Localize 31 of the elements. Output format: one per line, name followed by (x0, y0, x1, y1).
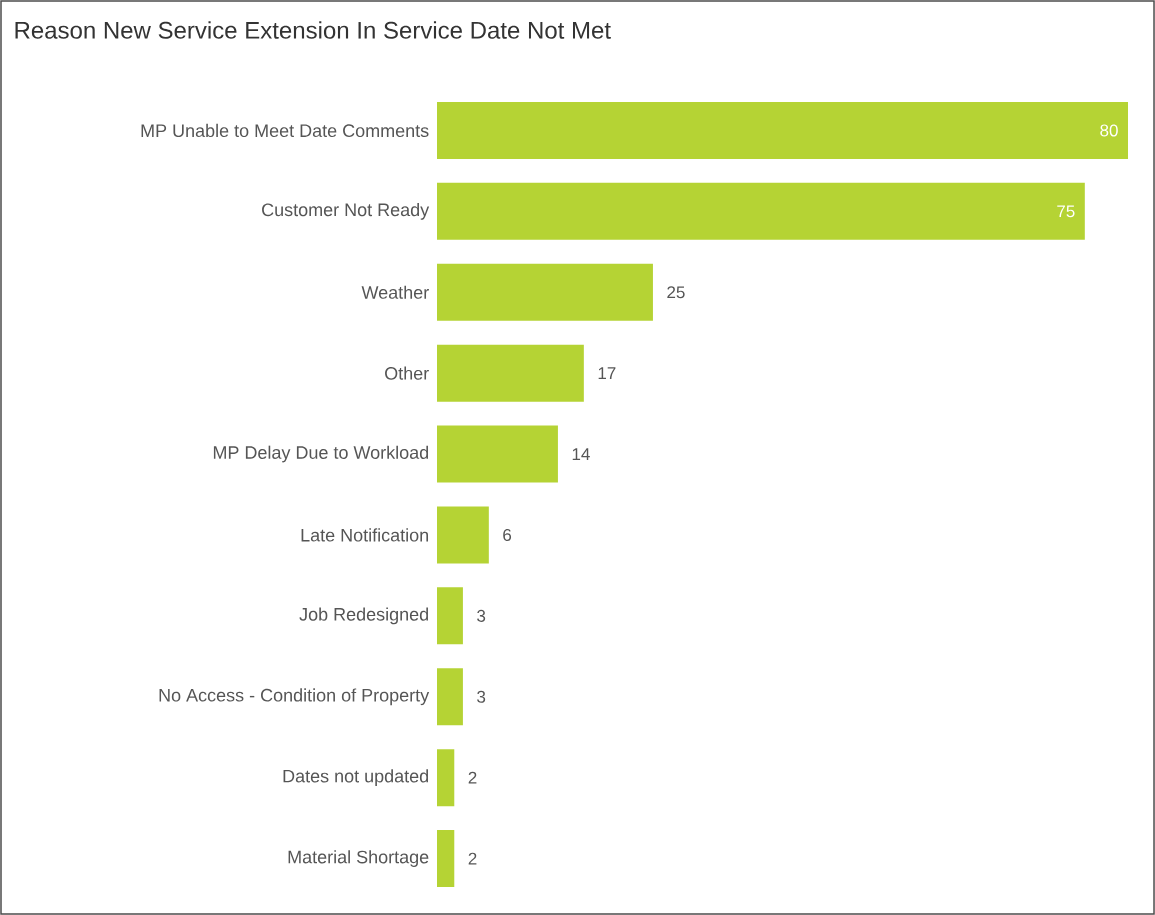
data-label: 25 (667, 286, 685, 299)
data-label: 17 (598, 367, 616, 379)
data-label: 14 (572, 448, 590, 460)
data-label: 2 (468, 771, 477, 784)
data-label: 75 (1057, 205, 1075, 218)
y-tick-label: Late Notification (301, 528, 429, 542)
bar (437, 344, 584, 402)
bar (437, 425, 558, 483)
y-tick-label: MP Delay Due to Workload (213, 445, 429, 463)
y-tick-label: Material Shortage (288, 850, 429, 867)
data-label: 3 (477, 690, 486, 703)
bar (437, 182, 1085, 240)
bar (437, 587, 463, 645)
bar (437, 668, 463, 726)
y-tick-label: Job Redesigned (299, 607, 428, 625)
bar (437, 830, 455, 888)
chart-title: Reason New Service Extension In Service Date Not Met (15, 21, 611, 39)
bar (437, 101, 1129, 159)
bar (437, 749, 455, 807)
y-tick-label: Customer Not Ready (262, 202, 430, 220)
data-label: 80 (1100, 124, 1118, 137)
bar (437, 506, 489, 564)
y-tick-label: Weather (361, 285, 429, 299)
data-label: 6 (503, 528, 512, 541)
y-tick-label: No Access - Condition of Property (159, 688, 430, 706)
y-tick-label: Dates not updated (283, 769, 429, 787)
bar (437, 263, 653, 321)
y-tick-label: MP Unable to Meet Date Comments (141, 123, 429, 138)
y-tick-label: Other (385, 366, 429, 380)
data-label: 2 (468, 852, 477, 865)
data-label: 3 (477, 609, 486, 622)
